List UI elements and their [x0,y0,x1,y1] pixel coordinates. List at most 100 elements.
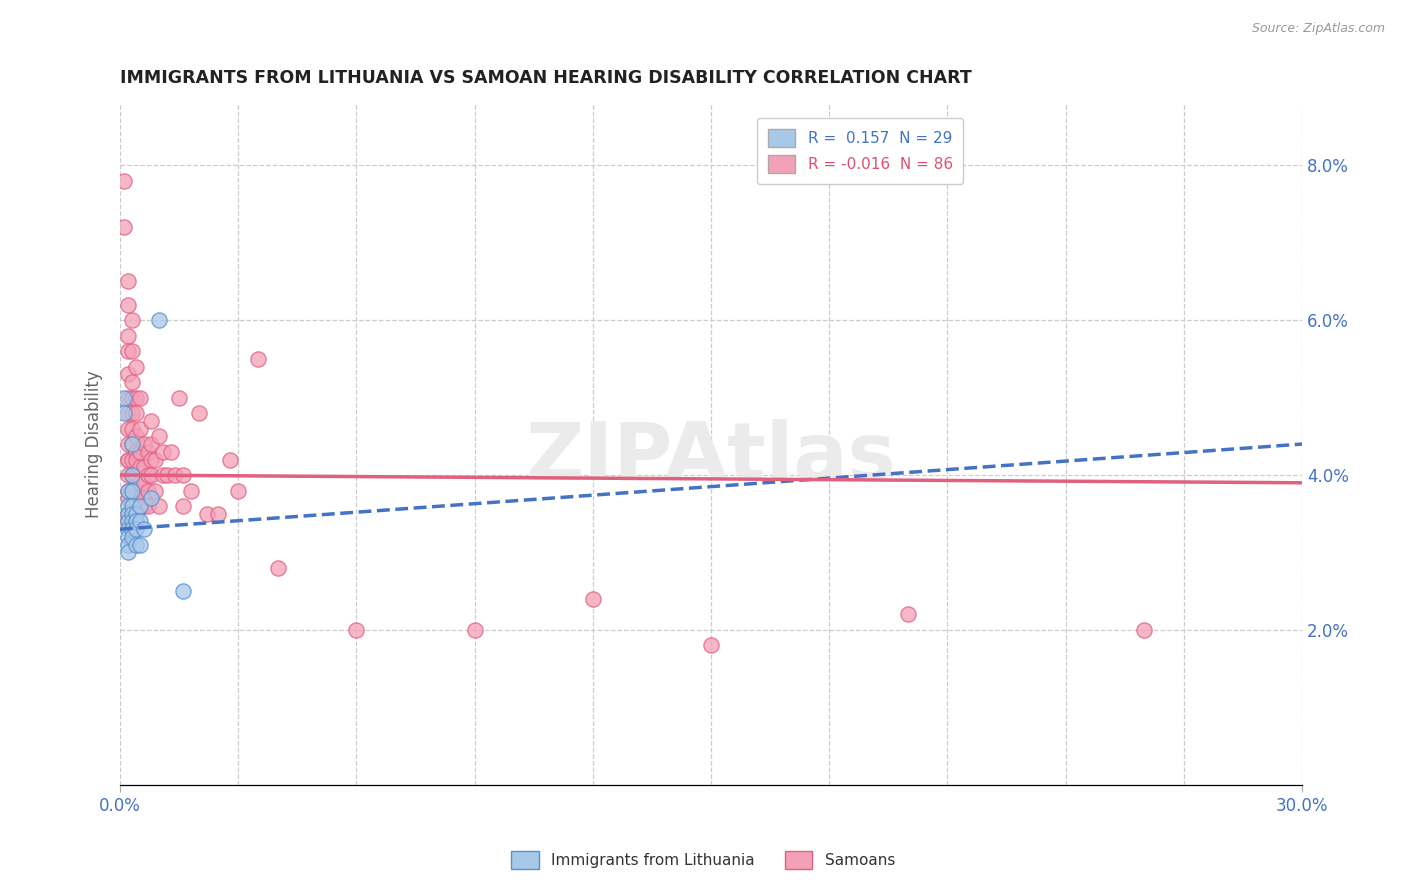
Point [128,460,150,475]
Point [132,475,155,490]
Point [117,328,139,343]
Point [117,452,139,467]
Point [148,499,170,513]
Point [121,375,143,389]
Point [148,313,170,327]
Point [117,507,139,521]
Point [121,507,143,521]
Point [125,444,148,458]
Point [121,499,143,513]
Point [160,444,183,458]
Point [132,491,155,506]
Point [128,499,150,513]
Point [187,406,209,420]
Point [125,515,148,529]
Point [121,515,143,529]
Point [136,483,159,498]
Point [1133,623,1156,637]
Point [112,406,135,420]
Point [121,391,143,405]
Point [172,499,194,513]
Point [117,538,139,552]
Point [121,468,143,483]
Point [117,275,139,289]
Point [117,530,139,544]
Point [117,437,139,451]
Point [136,444,159,458]
Point [125,406,148,420]
Point [117,452,139,467]
Point [121,483,143,498]
Point [117,406,139,420]
Point [136,499,159,513]
Point [132,522,155,536]
Point [180,483,202,498]
Point [128,475,150,490]
Point [117,515,139,529]
Point [125,391,148,405]
Point [172,584,194,599]
Point [125,522,148,536]
Point [145,483,167,498]
Point [125,468,148,483]
Point [117,344,139,359]
Point [128,391,150,405]
Point [125,483,148,498]
Point [152,468,174,483]
Point [121,483,143,498]
Point [132,437,155,451]
Point [117,522,139,536]
Point [128,499,150,513]
Legend: Immigrants from Lithuania, Samoans: Immigrants from Lithuania, Samoans [505,845,901,875]
Point [117,368,139,382]
Point [141,491,163,506]
Point [246,351,269,366]
Point [141,468,163,483]
Point [112,174,135,188]
Point [121,437,143,451]
Point [156,468,179,483]
Point [344,623,367,637]
Point [207,507,229,521]
Point [117,507,139,521]
Point [125,515,148,529]
Point [117,468,139,483]
Point [897,607,920,622]
Point [132,499,155,513]
Point [464,623,486,637]
Point [152,444,174,458]
Point [117,298,139,312]
Point [121,421,143,435]
Point [165,468,187,483]
Point [117,499,139,513]
Point [125,507,148,521]
Point [125,538,148,552]
Point [121,515,143,529]
Point [121,344,143,359]
Point [117,483,139,498]
Point [141,452,163,467]
Point [266,561,288,575]
Point [582,591,605,606]
Point [117,515,139,529]
Point [141,414,163,428]
Point [121,406,143,420]
Point [195,507,218,521]
Point [117,483,139,498]
Point [117,545,139,559]
Point [121,313,143,327]
Point [136,468,159,483]
Point [132,460,155,475]
Point [112,391,135,405]
Point [700,639,723,653]
Point [117,391,139,405]
Point [148,429,170,443]
Point [128,491,150,506]
Point [226,483,249,498]
Point [128,515,150,529]
Point [145,452,167,467]
Point [172,468,194,483]
Text: IMMIGRANTS FROM LITHUANIA VS SAMOAN HEARING DISABILITY CORRELATION CHART: IMMIGRANTS FROM LITHUANIA VS SAMOAN HEAR… [120,69,972,87]
Text: ZIPAtlas: ZIPAtlas [526,418,897,497]
Point [128,421,150,435]
